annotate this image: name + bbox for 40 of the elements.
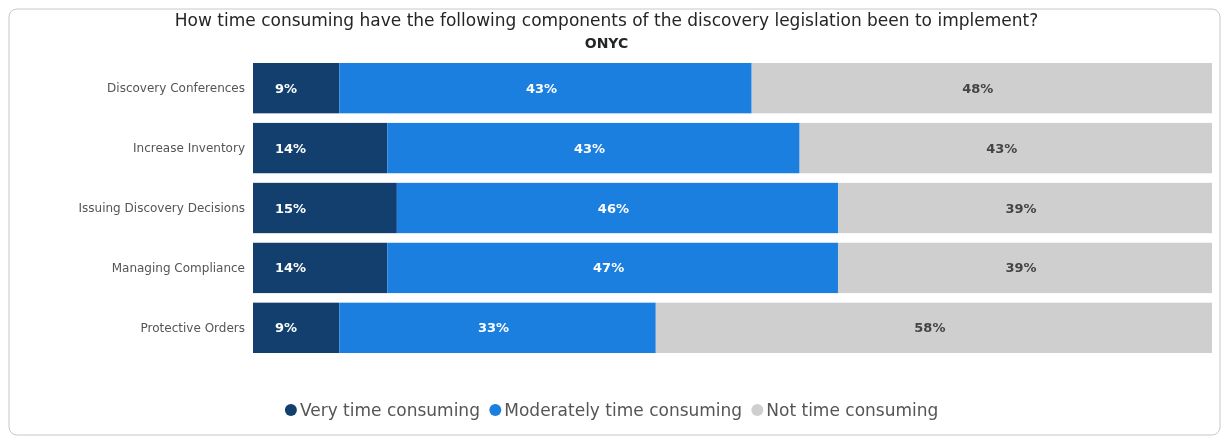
bar [396,182,838,234]
bar [253,182,397,234]
bar [253,63,340,114]
data-label: 46% [597,200,629,216]
data-label: 47% [593,260,625,276]
data-label: 39% [1005,260,1037,276]
bar [339,302,656,353]
bar [253,242,388,294]
bar [387,122,800,174]
data-label: 33% [477,320,510,336]
y-tick-label: Managing Compliance [111,261,245,276]
data-label: 15% [275,200,307,216]
data-label: 39% [1005,200,1037,216]
bar [837,242,1212,294]
chart-subtitle: ONYC [584,35,629,51]
data-label: 43% [986,140,1018,156]
bar [799,122,1212,174]
bar [751,63,1212,114]
bar [387,242,838,294]
y-tick-label: Discovery Conferences [107,81,245,96]
data-label: 9% [275,320,298,336]
bar [253,122,388,174]
bar [655,302,1212,353]
bar [837,182,1212,234]
data-label: 58% [914,320,946,336]
y-tick-label: Issuing Discovery Decisions [78,201,245,216]
legend-label: Not time consuming [766,399,939,420]
data-label: 43% [525,80,558,96]
bar [253,302,340,353]
data-label: 14% [275,260,307,276]
y-tick-label: Protective Orders [140,321,245,336]
bar [339,63,752,114]
legend-label: Moderately time consuming [504,399,743,420]
y-tick-label: Increase Inventory [133,141,245,156]
chart-title: How time consuming have the following components of the discovery legislation been to implement? [174,10,1039,30]
data-label: 43% [573,140,606,156]
data-label: 9% [275,80,298,96]
data-label: 14% [275,140,307,156]
legend-label: Very time consuming [299,399,480,420]
data-label: 48% [962,80,994,96]
